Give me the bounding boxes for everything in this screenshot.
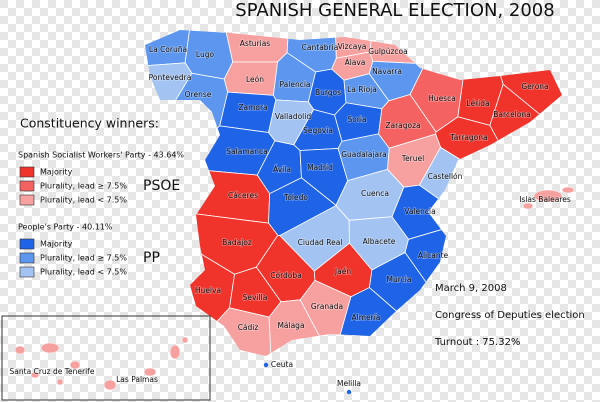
- legend-swatch: [19, 166, 35, 178]
- province-label: Albacete: [363, 237, 396, 246]
- province-label: Santa Cruz de Tenerife: [10, 367, 95, 376]
- province-label: Teruel: [401, 154, 424, 163]
- province-label: Zamora: [238, 103, 267, 112]
- city: [346, 389, 352, 395]
- legend-label: Plurality, lead < 7.5%: [40, 268, 127, 277]
- province-label: Salamanca: [226, 147, 267, 156]
- province-label: Gerona: [521, 82, 548, 91]
- province-label: Palencia: [279, 80, 310, 89]
- province-label: León: [246, 75, 264, 84]
- province-label: Barcelona: [493, 110, 530, 119]
- labels: La Coruña Lugo Pontevedra Orense Asturias Can…: [9, 38, 572, 389]
- province-label: Cáceres: [228, 191, 258, 200]
- province-label: Granada: [311, 302, 343, 311]
- province-label: Tarragona: [449, 133, 487, 142]
- islands: [14, 186, 575, 395]
- legend-swatch: [19, 194, 35, 206]
- legend-party-short: PP: [143, 250, 160, 266]
- title: SPANISH GENERAL ELECTION, 2008: [235, 0, 554, 21]
- legend: Spanish Socialist Workers' Party - 43.64…: [18, 151, 184, 278]
- province-label: Zaragoza: [385, 121, 420, 130]
- legend-label: Plurality, lead < 7.5%: [40, 196, 127, 205]
- province-label: La Rioja: [347, 85, 377, 94]
- legend-swatch: [19, 266, 35, 278]
- legend-swatch: [19, 180, 35, 192]
- province-label: Huelva: [195, 286, 221, 295]
- city: [263, 362, 269, 368]
- date: March 9, 2008: [435, 283, 507, 294]
- province-label: Castellón: [428, 172, 463, 181]
- province-label: Gulpúzcoa: [368, 47, 407, 56]
- legend-swatch: [19, 252, 35, 264]
- province-label: Ávila: [273, 165, 291, 174]
- province-label: Lugo: [196, 50, 215, 59]
- legend-party: People's Party - 40.11%: [18, 223, 113, 232]
- province-label: Vizcaya: [338, 42, 367, 51]
- province-label: Soria: [347, 115, 366, 124]
- province-label: Islas Baleares: [519, 195, 571, 204]
- island: [522, 202, 534, 210]
- province-label: Córdoba: [270, 271, 301, 280]
- turnout: Turnout : 75.32%: [434, 337, 520, 348]
- province-label: Ciudad Real: [298, 238, 343, 247]
- legend-label: Majority: [40, 240, 73, 249]
- province-label: Almería: [352, 313, 381, 322]
- island: [69, 360, 81, 370]
- election: Congress of Deputies election: [435, 310, 585, 321]
- island: [40, 342, 60, 354]
- province-label: Guadalajara: [341, 150, 387, 159]
- province-label: Toledo: [283, 193, 308, 202]
- province-label: Segovia: [303, 126, 333, 135]
- province-label: Cantabria: [302, 43, 339, 52]
- province-label: Melilla: [337, 379, 361, 388]
- island: [56, 378, 64, 386]
- province-label: Badajoz: [222, 238, 252, 247]
- province-label: Madrid: [307, 163, 333, 172]
- province-label: Burgos: [315, 88, 341, 97]
- province-label: Cuenca: [361, 189, 389, 198]
- province-label: Murcia: [387, 275, 412, 284]
- island: [561, 186, 575, 194]
- island: [103, 379, 117, 391]
- province-label: Huesca: [428, 94, 456, 103]
- island: [181, 336, 189, 344]
- province-label: Álava: [345, 58, 366, 67]
- province-label: Valencia: [404, 207, 435, 216]
- island: [533, 189, 563, 203]
- canary-inset: [1, 315, 211, 401]
- legend-party: Spanish Socialist Workers' Party - 43.64…: [18, 151, 184, 160]
- island: [169, 344, 181, 360]
- province: [219, 91, 277, 133]
- island: [143, 367, 157, 377]
- province-label: Ceuta: [271, 360, 293, 369]
- province-label: Málaga: [277, 321, 304, 330]
- legend-label: Plurality, lead ≥ 7.5%: [40, 254, 127, 263]
- province-label: Navarra: [372, 67, 402, 76]
- province-label: Pontevedra: [149, 73, 192, 82]
- province-label: Asturias: [240, 39, 270, 48]
- province-label: Jaén: [334, 267, 351, 276]
- province-label: Sevilla: [243, 293, 268, 302]
- legend-swatch: [19, 238, 35, 250]
- province-label: Lérida: [466, 99, 489, 108]
- legend-label: Majority: [40, 168, 73, 177]
- province-label: Valladolid: [275, 112, 311, 121]
- province-label: La Coruña: [149, 45, 187, 54]
- legend-party-short: PSOE: [143, 178, 180, 194]
- island: [14, 345, 26, 355]
- province-label: Alicante: [418, 251, 449, 260]
- province-label: Cádiz: [238, 323, 259, 332]
- province-label: Orense: [185, 90, 212, 99]
- island: [30, 371, 40, 379]
- province-label: Las Palmas: [116, 375, 158, 384]
- legend-label: Plurality, lead ≥ 7.5%: [40, 182, 127, 191]
- legend-heading: Constituency winners:: [20, 116, 159, 131]
